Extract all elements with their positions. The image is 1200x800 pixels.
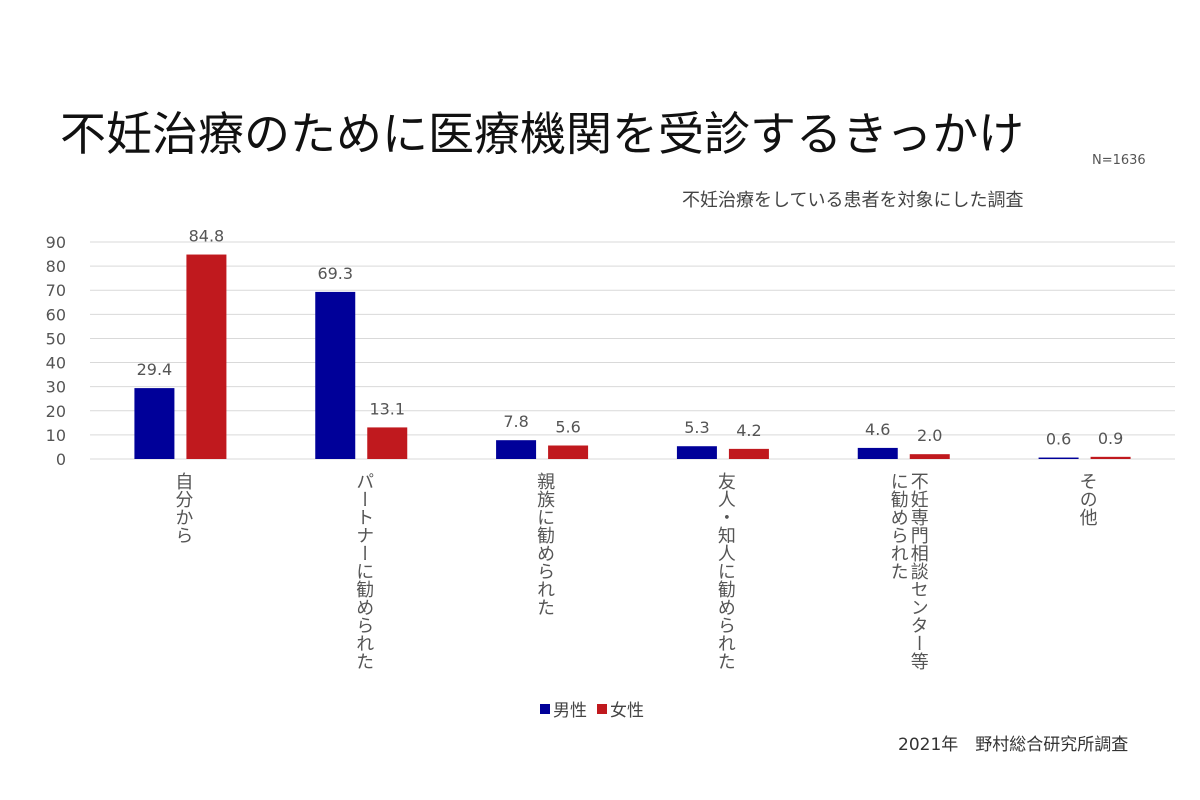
y-tick-label: 30 bbox=[46, 378, 66, 397]
bar-male bbox=[1038, 457, 1079, 459]
chart-title: 不妊治療のために医療機関を受診するきっかけ bbox=[60, 107, 1025, 161]
bar-female bbox=[186, 254, 227, 459]
data-label: 5.6 bbox=[555, 417, 580, 436]
legend-label-female: 女性 bbox=[610, 701, 644, 721]
data-label: 2.0 bbox=[917, 426, 942, 445]
x-tick-label: その他 bbox=[1076, 472, 1098, 526]
x-tick-label: 自分から bbox=[172, 472, 194, 544]
legend-label-male: 男性 bbox=[553, 701, 587, 721]
data-label: 4.2 bbox=[736, 421, 761, 440]
y-tick-label: 0 bbox=[56, 450, 66, 469]
sample-size-note: N=1636 bbox=[1092, 153, 1146, 168]
bar-male bbox=[496, 440, 537, 459]
data-label: 84.8 bbox=[189, 227, 225, 246]
data-label: 7.8 bbox=[503, 412, 528, 431]
bar-female bbox=[728, 448, 769, 459]
bar-female bbox=[909, 454, 950, 459]
y-tick-label: 50 bbox=[46, 329, 66, 348]
data-label: 4.6 bbox=[865, 420, 890, 439]
bar-female bbox=[548, 445, 589, 459]
y-tick-label: 60 bbox=[46, 305, 66, 324]
source-note: 2021年 野村総合研究所調査 bbox=[898, 735, 1129, 755]
x-tick-label: 親族に勧められた bbox=[534, 472, 556, 616]
bar-male bbox=[134, 388, 175, 459]
y-tick-label: 80 bbox=[46, 257, 66, 276]
bar-female bbox=[367, 427, 408, 459]
legend-swatch-male bbox=[540, 703, 550, 714]
y-tick-label: 10 bbox=[46, 426, 66, 445]
x-tick-label: 友人・知人に勧められた bbox=[714, 472, 736, 670]
data-label: 0.6 bbox=[1046, 430, 1071, 449]
legend: 男性 女性 bbox=[540, 696, 654, 721]
y-tick-label: 70 bbox=[46, 281, 66, 300]
data-label: 69.3 bbox=[317, 264, 353, 283]
bar-male bbox=[676, 446, 717, 459]
x-tick-label: パートナーに勧められた bbox=[353, 472, 375, 670]
chart-subtitle: 不妊治療をしている患者を対象にした調査 bbox=[682, 190, 1024, 211]
y-tick-label: 20 bbox=[46, 402, 66, 421]
data-label: 13.1 bbox=[369, 399, 405, 418]
bar-male bbox=[315, 291, 356, 459]
legend-item-male: 男性 bbox=[540, 696, 587, 721]
bar-female bbox=[1090, 456, 1131, 459]
data-label: 5.3 bbox=[684, 418, 709, 437]
data-label: 29.4 bbox=[137, 360, 173, 379]
legend-item-female: 女性 bbox=[597, 696, 644, 721]
y-tick-label: 40 bbox=[46, 354, 66, 373]
x-tick-label: 不妊専門相談センター等 に勧められた bbox=[887, 472, 929, 670]
y-tick-label: 90 bbox=[46, 233, 66, 252]
data-label: 0.9 bbox=[1098, 429, 1123, 448]
bar-male bbox=[857, 447, 898, 459]
legend-swatch-female bbox=[597, 703, 607, 714]
